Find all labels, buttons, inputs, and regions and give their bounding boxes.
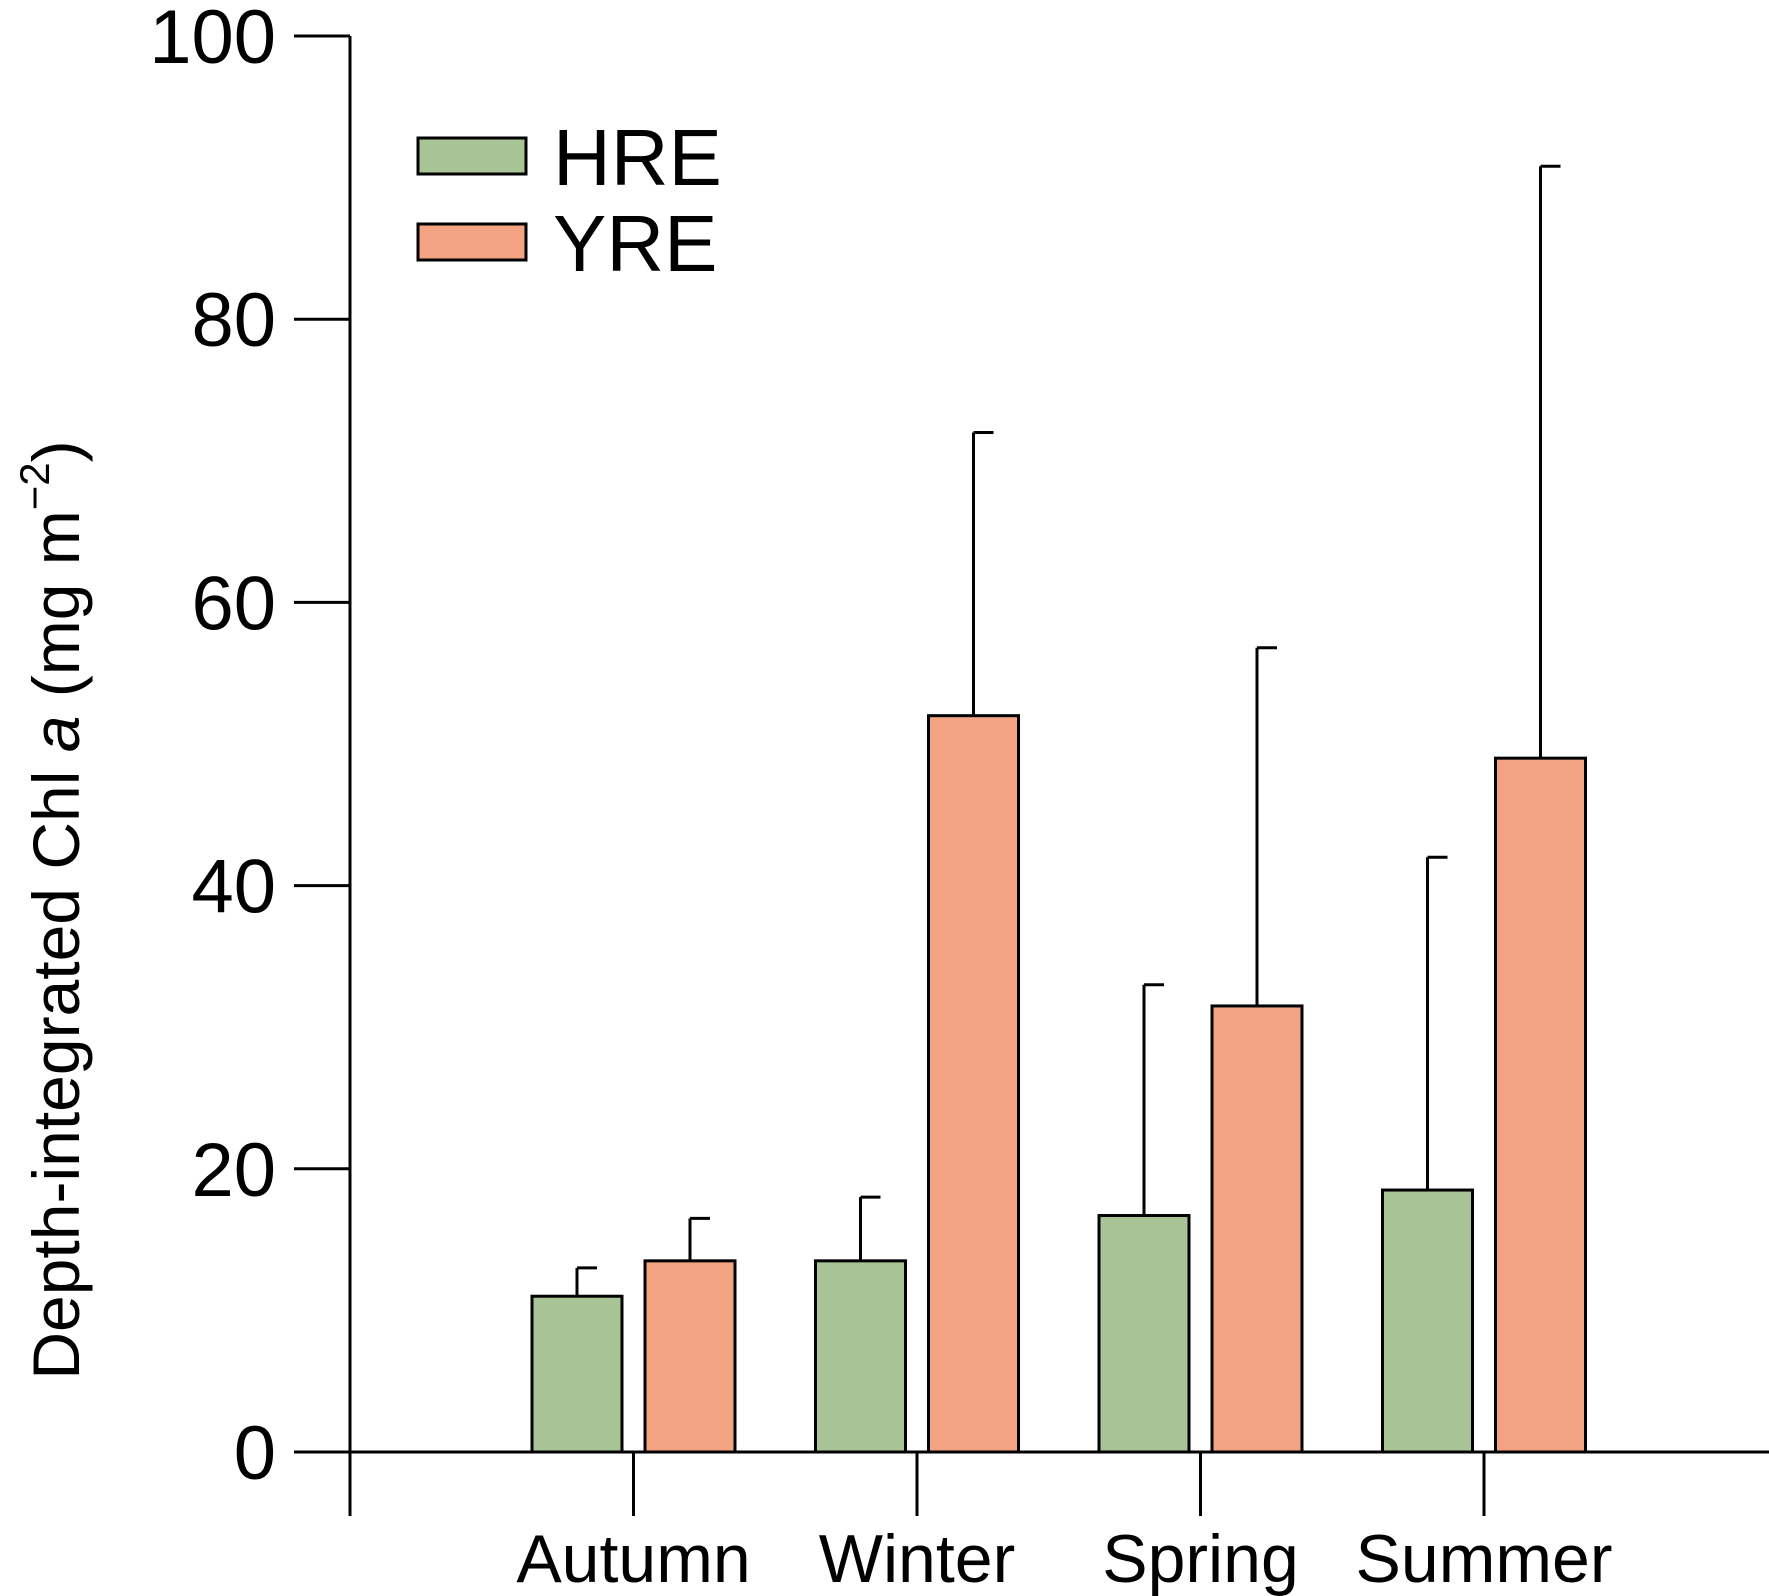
bar-yre-summer bbox=[1494, 756, 1587, 1454]
y-axis-title-suffix: ) bbox=[19, 440, 93, 462]
bar-hre-autumn bbox=[530, 1294, 624, 1454]
x-tick-label: Autumn bbox=[516, 1521, 750, 1596]
y-axis-title-superscript: −2 bbox=[11, 462, 58, 510]
y-tick-label: 100 bbox=[149, 0, 276, 80]
bar-hre-summer bbox=[1381, 1188, 1474, 1454]
bar-yre-autumn bbox=[643, 1259, 737, 1454]
legend-label-hre: HRE bbox=[553, 113, 722, 202]
bar-yre-winter bbox=[927, 714, 1020, 1454]
bar-hre-spring bbox=[1097, 1214, 1191, 1454]
y-tick-label: 80 bbox=[191, 278, 276, 363]
y-tick-label: 60 bbox=[191, 561, 276, 646]
error-bars bbox=[575, 164, 1561, 1297]
axes: 0 20 40 60 80 100 Autumn Winter Spring Summer bbox=[149, 0, 1769, 1596]
legend-swatch-yre bbox=[416, 222, 528, 262]
y-axis-title-unit: (mg m bbox=[19, 510, 93, 715]
legend-swatch-hre bbox=[416, 136, 528, 176]
x-tick-label: Spring bbox=[1102, 1521, 1299, 1596]
bar-yre-spring bbox=[1210, 1004, 1304, 1454]
y-tick-label: 0 bbox=[234, 1411, 276, 1496]
y-axis-title-italic: a bbox=[19, 716, 93, 753]
y-tick-label: 20 bbox=[191, 1128, 276, 1213]
x-tick-label: Winter bbox=[819, 1521, 1015, 1596]
legend-label-yre: YRE bbox=[553, 199, 718, 288]
y-axis-title: Depth-integrated Chl a (mg m−2) bbox=[11, 440, 93, 1379]
y-axis-title-prefix: Depth-integrated Chl bbox=[19, 752, 93, 1379]
y-tick-label: 40 bbox=[191, 845, 276, 930]
bars bbox=[530, 714, 1587, 1454]
x-tick-label: Summer bbox=[1356, 1521, 1613, 1596]
bar-hre-winter bbox=[814, 1259, 907, 1454]
y-axis-label: Depth-integrated Chl a (mg m−2) bbox=[11, 440, 93, 1379]
